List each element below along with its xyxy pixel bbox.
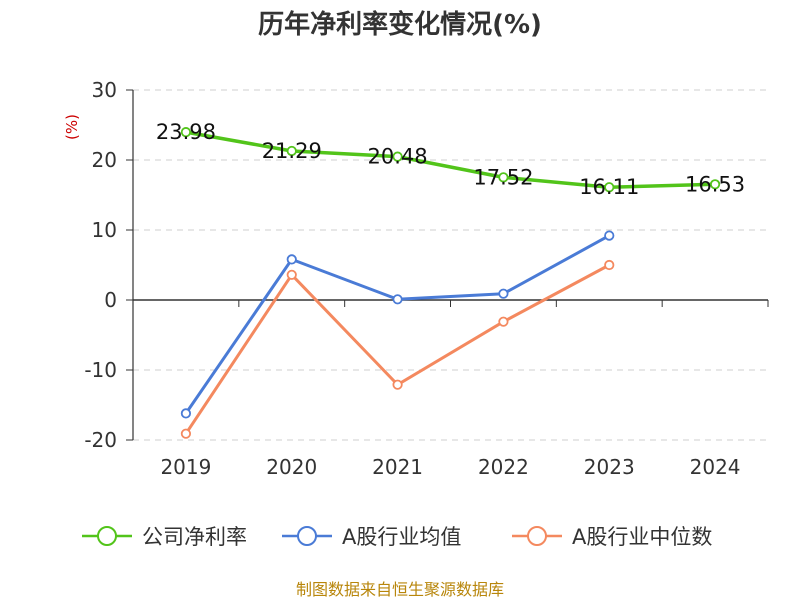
series-line bbox=[184, 263, 611, 436]
legend-swatch-marker bbox=[97, 526, 117, 546]
y-axis-label: (%) bbox=[63, 114, 81, 140]
data-point bbox=[498, 172, 509, 183]
data-point bbox=[604, 230, 615, 241]
data-point bbox=[180, 428, 192, 439]
data-point bbox=[286, 269, 297, 280]
data-point bbox=[709, 179, 721, 190]
data-point bbox=[498, 288, 509, 299]
source-label: 制图数据来自恒生聚源数据库 bbox=[296, 580, 504, 599]
y-tick-label: -10 bbox=[84, 358, 117, 382]
x-tick-label: 2024 bbox=[690, 455, 741, 479]
data-label: 21.29 bbox=[262, 139, 322, 163]
y-tick-label: 0 bbox=[104, 288, 117, 312]
data-point bbox=[392, 151, 403, 162]
x-tick-label: 2022 bbox=[478, 455, 529, 479]
axes: 30 20 10 0 -10 -20 2019 2020 2021 2022 2023 2024 bbox=[84, 78, 769, 479]
data-point bbox=[286, 145, 297, 157]
x-tick-label: 2021 bbox=[372, 455, 423, 479]
x-tick-label: 2023 bbox=[584, 455, 635, 479]
data-labels: 23.98 21.29 20.48 17.52 16.11 16.53 bbox=[156, 120, 745, 199]
data-point bbox=[392, 379, 403, 390]
data-point bbox=[392, 294, 403, 305]
data-point bbox=[180, 127, 192, 138]
y-tick-label: 10 bbox=[92, 218, 117, 242]
data-point bbox=[604, 259, 615, 271]
x-tick-label: 2019 bbox=[160, 455, 211, 479]
legend-item: A股行业均值 bbox=[282, 525, 461, 549]
series-line bbox=[184, 130, 717, 189]
data-label: 16.11 bbox=[579, 175, 639, 199]
data-label: 17.52 bbox=[473, 165, 533, 189]
data-point bbox=[498, 316, 509, 327]
data-label: 16.53 bbox=[685, 172, 745, 196]
legend-label: A股行业中位数 bbox=[572, 525, 712, 549]
legend-label: 公司净利率 bbox=[142, 525, 247, 549]
data-point bbox=[286, 254, 297, 265]
x-tick-label: 2020 bbox=[266, 455, 317, 479]
legend-item: A股行业中位数 bbox=[512, 525, 712, 549]
legend-item: 公司净利率 bbox=[82, 525, 247, 549]
chart-title: 历年净利率变化情况(%) bbox=[258, 9, 542, 40]
y-tick-label: 20 bbox=[92, 148, 117, 172]
grid-lines bbox=[133, 89, 768, 441]
legend: 公司净利率 A股行业均值 A股行业中位数 bbox=[82, 525, 712, 549]
series-lines bbox=[180, 127, 721, 439]
legend-swatch-marker bbox=[527, 526, 547, 546]
data-label: 20.48 bbox=[368, 145, 428, 169]
legend-label: A股行业均值 bbox=[342, 525, 461, 549]
data-label: 23.98 bbox=[156, 120, 216, 144]
y-tick-label: 30 bbox=[92, 78, 117, 102]
legend-swatch-marker bbox=[297, 526, 317, 546]
data-point bbox=[604, 182, 615, 193]
y-tick-label: -20 bbox=[84, 428, 117, 452]
data-point bbox=[180, 408, 192, 419]
